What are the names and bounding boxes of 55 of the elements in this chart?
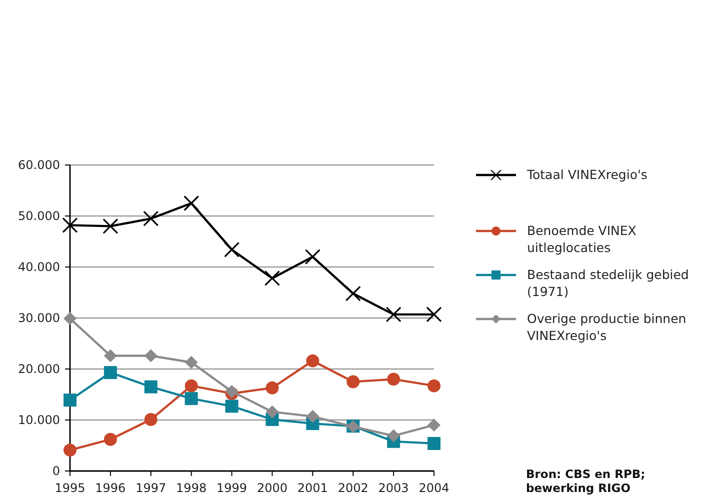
y-tick-label: 60.000 [18,158,60,172]
point [184,392,198,406]
point [225,400,238,413]
x-tick-label: 1995 [54,481,86,495]
point [428,418,440,432]
point [387,429,400,442]
y-tick-label: 20.000 [18,362,60,376]
legend-label: Totaal VINEXregio's [526,167,648,182]
point [304,249,320,265]
point [104,349,117,362]
legend-label: Bestaand stedelijk gebied (1971) [527,267,689,299]
point [266,405,279,418]
point [64,312,76,326]
y-tick-label: 30.000 [18,311,60,325]
x-tick-label: 2002 [338,481,368,495]
point [104,366,117,380]
point [64,394,76,407]
point [346,375,360,388]
x-tick-label: 2003 [378,481,409,495]
point [144,412,158,426]
point [184,356,198,369]
point [143,210,159,226]
point [345,286,361,302]
point [184,195,200,212]
text: Bron: CBS en RPB; bewerking RIGO [526,467,646,495]
x-tick-label: 1999 [216,481,248,495]
x-tick-label: 1998 [176,481,207,495]
point [184,379,198,392]
y-tick-label: 10.000 [18,413,60,427]
y-tick-label: 0 [52,464,60,478]
y-tick-label: 40.000 [18,260,60,274]
point [426,306,442,322]
point [306,354,320,368]
point [428,436,440,450]
point [264,270,280,286]
legend-label: Benoemde VINEX uitleglocaties [527,223,637,255]
point [64,444,76,457]
point [428,379,440,392]
point [306,410,320,423]
point [144,349,158,362]
x-tick-label: 2001 [297,481,328,495]
y-tick-label: 50.000 [18,209,60,223]
x-tick-label: 1996 [95,481,126,495]
point [104,432,117,446]
x-tick-label: 1997 [136,481,166,495]
point [224,242,240,258]
point [387,372,400,386]
x-tick-label: 2004 [418,481,450,495]
point [102,218,118,234]
legend-label: Overige productie binnen VINEXregio's [527,311,686,343]
point [144,380,158,394]
point [62,217,78,233]
x-tick-label: 2000 [256,481,288,495]
point [386,306,402,322]
point [266,381,279,394]
